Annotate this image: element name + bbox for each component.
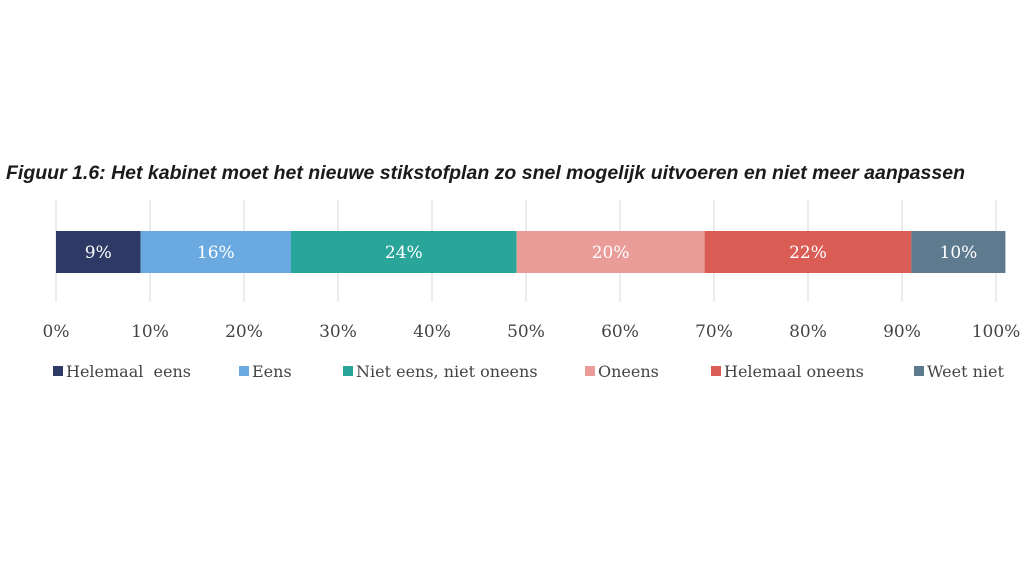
data-labels: 9% 16% 24% 20% 22% 10% — [85, 243, 977, 263]
data-label: 10% — [940, 243, 978, 263]
data-label: 20% — [592, 243, 630, 263]
legend-swatch — [239, 366, 249, 376]
legend-swatch — [914, 366, 924, 376]
legend-swatch — [343, 366, 353, 376]
x-tick-label: 60% — [601, 322, 639, 342]
legend-item: Weet niet — [914, 362, 1004, 381]
x-tick-label: 10% — [131, 322, 169, 342]
legend-item: Helemaal eens — [53, 362, 191, 381]
legend-label: Helemaal eens — [66, 362, 191, 381]
legend-label: Oneens — [598, 362, 659, 381]
x-axis-tick-labels: 0% 10% 20% 30% 40% 50% 60% 70% 80% 90% 100% — [43, 322, 1021, 342]
bar-segment — [911, 231, 1006, 273]
data-label: 24% — [385, 243, 423, 263]
data-label: 16% — [197, 243, 235, 263]
legend-swatch — [711, 366, 721, 376]
bar-segment — [704, 231, 912, 273]
x-tick-label: 90% — [883, 322, 921, 342]
legend-item: Eens — [239, 362, 292, 381]
chart-title: Figuur 1.6: Het kabinet moet het nieuwe … — [6, 162, 965, 184]
bar-segments — [56, 231, 1006, 273]
bar-segment — [56, 231, 141, 273]
x-tick-label: 0% — [43, 322, 70, 342]
legend-label: Helemaal oneens — [724, 362, 864, 381]
legend-swatch — [585, 366, 595, 376]
legend-item: Oneens — [585, 362, 659, 381]
x-tick-label: 30% — [319, 322, 357, 342]
legend-label: Eens — [252, 362, 292, 381]
data-label: 9% — [85, 243, 112, 263]
data-label: 22% — [789, 243, 827, 263]
x-tick-label: 70% — [695, 322, 733, 342]
bar-segment — [140, 231, 291, 273]
legend: Helemaal eens Eens Niet eens, niet oneens O… — [53, 362, 1004, 381]
legend-swatch — [53, 366, 63, 376]
bar-segment — [291, 231, 517, 273]
legend-item: Niet eens, niet oneens — [343, 362, 538, 381]
x-tick-label: 20% — [225, 322, 263, 342]
x-tick-label: 80% — [789, 322, 827, 342]
legend-label: Niet eens, niet oneens — [356, 362, 538, 381]
legend-item: Helemaal oneens — [711, 362, 864, 381]
legend-label: Weet niet — [927, 362, 1004, 381]
bar-segment — [516, 231, 705, 273]
x-tick-label: 50% — [507, 322, 545, 342]
x-tick-label: 100% — [972, 322, 1021, 342]
x-tick-label: 40% — [413, 322, 451, 342]
